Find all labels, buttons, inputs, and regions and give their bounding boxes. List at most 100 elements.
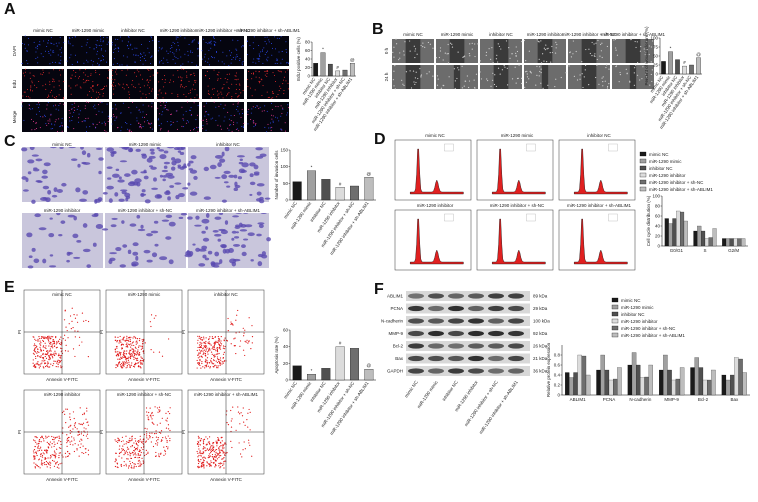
invaded-cell: [103, 192, 108, 195]
cell-dot: [130, 124, 131, 125]
cell-dot: [242, 113, 243, 114]
event-dot: [86, 435, 87, 436]
cell-dot: [253, 48, 254, 49]
cell-dot: [46, 108, 47, 109]
bar: [582, 356, 586, 395]
cell-dot: [191, 74, 192, 75]
event-dot: [36, 453, 37, 454]
cell-dot: [62, 118, 63, 119]
event-dot: [197, 342, 198, 343]
event-dot: [223, 363, 224, 364]
event-dot: [66, 434, 67, 435]
event-dot: [37, 361, 38, 362]
histogram-legend: [526, 144, 535, 151]
invaded-cell: [235, 226, 241, 229]
cell-dot: [97, 40, 98, 41]
cell-dot: [63, 98, 64, 99]
cell-dot: [45, 116, 46, 117]
event-dot: [202, 339, 203, 340]
event-dot: [208, 450, 209, 451]
event-dot: [119, 445, 120, 446]
invaded-cell: [106, 186, 114, 190]
cell-dot: [266, 43, 267, 44]
cell-dot: [93, 48, 94, 49]
blot-band: [488, 343, 504, 348]
cell-dot: [121, 112, 122, 113]
cell-dot: [181, 107, 182, 108]
event-dot: [243, 422, 244, 423]
flow-plot: [188, 290, 264, 374]
event-dot: [199, 365, 200, 366]
cell-dot: [170, 51, 171, 52]
invaded-cell: [191, 155, 197, 159]
invaded-cell: [136, 215, 140, 219]
event-dot: [58, 360, 59, 361]
cell-dot: [223, 108, 224, 109]
cell-dot: [108, 118, 109, 119]
event-dot: [198, 444, 199, 445]
invaded-cell: [193, 176, 197, 180]
event-dot: [210, 452, 211, 453]
cell-dot: [128, 36, 129, 37]
event-dot: [223, 345, 224, 346]
event-dot: [203, 443, 204, 444]
bar: [680, 368, 684, 396]
bar: [665, 219, 669, 247]
event-dot: [161, 430, 162, 431]
cell-dot: [284, 90, 285, 91]
cell-dot: [231, 120, 232, 121]
event-dot: [152, 437, 153, 438]
cell-dot: [275, 63, 276, 64]
invaded-cell: [82, 150, 86, 155]
event-dot: [38, 466, 39, 467]
cell-dot: [187, 51, 188, 52]
event-dot: [58, 440, 59, 441]
cell-dot: [32, 82, 33, 83]
cell-speck: [585, 69, 586, 70]
cell-dot: [43, 72, 44, 73]
cell-speck: [498, 68, 499, 69]
condition-label: miR-1290 inhibitor + sh-NC: [118, 208, 173, 213]
event-dot: [208, 349, 209, 350]
event-dot: [125, 362, 126, 363]
cell-dot: [52, 128, 53, 129]
invaded-cell: [96, 224, 103, 229]
condition-label: miR-1290 inhibitor: [160, 28, 197, 33]
cell-dot: [239, 60, 240, 61]
wound-gap: [542, 65, 548, 89]
cell-dot: [77, 85, 78, 86]
event-dot: [246, 341, 247, 342]
cell-dot: [88, 80, 89, 81]
cell-dot: [148, 123, 149, 124]
cell-dot: [143, 52, 144, 53]
event-dot: [137, 449, 138, 450]
cell-dot: [214, 38, 215, 39]
event-dot: [130, 346, 131, 347]
event-dot: [45, 348, 46, 349]
cell-dot: [115, 48, 116, 49]
event-dot: [210, 450, 211, 451]
legend-swatch: [612, 319, 618, 323]
event-dot: [168, 428, 169, 429]
bar: [709, 238, 713, 247]
histogram-legend: [526, 214, 535, 221]
event-dot: [135, 438, 136, 439]
event-dot: [200, 444, 201, 445]
event-dot: [36, 443, 37, 444]
invaded-cell: [96, 148, 103, 150]
event-dot: [128, 337, 129, 338]
event-dot: [220, 340, 221, 341]
cell-speck: [608, 69, 609, 70]
event-dot: [205, 360, 206, 361]
event-dot: [205, 351, 206, 352]
invaded-cell: [135, 256, 138, 261]
cell-speck: [539, 71, 540, 72]
invaded-cell: [224, 181, 229, 183]
cell-dot: [162, 48, 163, 49]
event-dot: [123, 354, 124, 355]
cell-dot: [60, 74, 61, 75]
bar: [741, 239, 745, 247]
event-dot: [63, 338, 64, 339]
invaded-cell: [154, 244, 158, 247]
cell-dot: [71, 120, 72, 121]
